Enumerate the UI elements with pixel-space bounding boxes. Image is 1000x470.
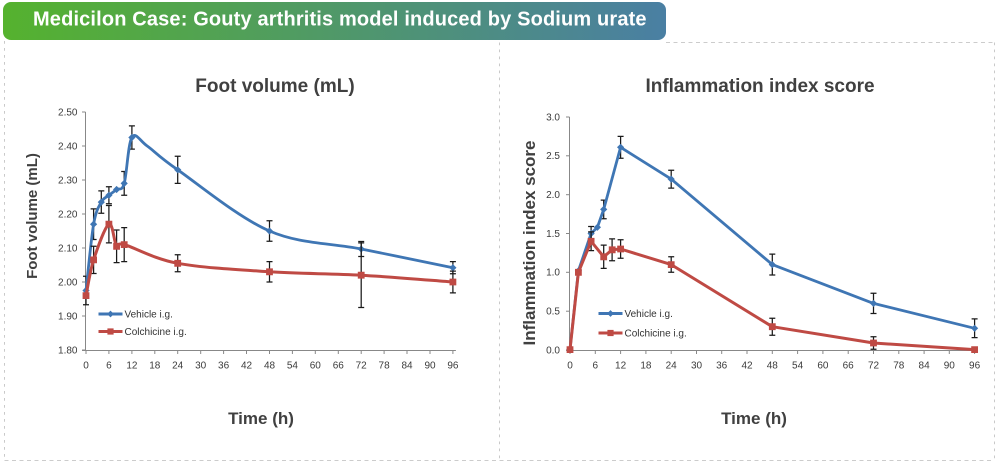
svg-text:1.5: 1.5: [546, 229, 560, 240]
svg-text:66: 66: [333, 361, 345, 372]
svg-text:42: 42: [741, 361, 753, 372]
svg-text:96: 96: [447, 361, 459, 372]
svg-text:2.00: 2.00: [58, 277, 78, 288]
svg-text:Inflammation index score: Inflammation index score: [520, 141, 539, 346]
svg-text:30: 30: [195, 361, 207, 372]
svg-text:54: 54: [792, 361, 804, 372]
svg-text:Inflammation index score: Inflammation index score: [645, 76, 874, 97]
svg-text:1.0: 1.0: [546, 268, 560, 279]
svg-text:96: 96: [969, 361, 981, 372]
svg-text:2.20: 2.20: [58, 209, 78, 220]
svg-text:72: 72: [868, 361, 880, 372]
svg-text:Vehicle i.g.: Vehicle i.g.: [625, 309, 673, 320]
svg-text:3.0: 3.0: [546, 112, 560, 123]
svg-text:60: 60: [310, 361, 322, 372]
svg-text:36: 36: [716, 361, 728, 372]
svg-text:12: 12: [126, 361, 138, 372]
svg-text:1.80: 1.80: [58, 345, 78, 356]
svg-text:78: 78: [893, 361, 905, 372]
svg-text:Time (h): Time (h): [721, 409, 787, 428]
svg-text:12: 12: [615, 361, 627, 372]
svg-text:6: 6: [106, 361, 112, 372]
svg-text:2.40: 2.40: [58, 141, 78, 152]
svg-text:84: 84: [401, 361, 413, 372]
svg-text:24: 24: [666, 361, 678, 372]
svg-text:18: 18: [640, 361, 652, 372]
svg-text:90: 90: [424, 361, 436, 372]
svg-text:0: 0: [567, 361, 573, 372]
svg-text:Foot volume (mL): Foot volume (mL): [195, 76, 354, 97]
svg-text:2.0: 2.0: [546, 190, 560, 201]
svg-text:1.90: 1.90: [58, 311, 78, 322]
svg-text:Time (h): Time (h): [228, 409, 294, 428]
svg-text:6: 6: [593, 361, 599, 372]
svg-text:2.5: 2.5: [546, 151, 560, 162]
svg-text:18: 18: [149, 361, 161, 372]
svg-text:78: 78: [379, 361, 391, 372]
svg-text:Colchicine i.g.: Colchicine i.g.: [625, 329, 687, 340]
svg-text:0.0: 0.0: [546, 345, 560, 356]
svg-text:48: 48: [767, 361, 779, 372]
svg-text:42: 42: [241, 361, 253, 372]
svg-text:72: 72: [356, 361, 368, 372]
svg-text:36: 36: [218, 361, 230, 372]
svg-text:2.50: 2.50: [58, 107, 78, 118]
svg-text:0: 0: [83, 361, 89, 372]
svg-text:Vehicle i.g.: Vehicle i.g.: [125, 310, 173, 321]
svg-text:84: 84: [919, 361, 931, 372]
svg-text:Foot volume (mL): Foot volume (mL): [24, 153, 41, 279]
svg-text:30: 30: [691, 361, 703, 372]
svg-text:24: 24: [172, 361, 184, 372]
svg-text:Medicilon Case: Gouty arthriti: Medicilon Case: Gouty arthritis model in…: [33, 9, 647, 31]
svg-text:90: 90: [944, 361, 956, 372]
svg-text:2.30: 2.30: [58, 175, 78, 186]
svg-text:48: 48: [264, 361, 276, 372]
svg-text:2.10: 2.10: [58, 243, 78, 254]
svg-text:66: 66: [843, 361, 855, 372]
svg-text:60: 60: [817, 361, 829, 372]
svg-text:Colchicine i.g.: Colchicine i.g.: [125, 327, 187, 338]
svg-text:54: 54: [287, 361, 299, 372]
svg-text:0.5: 0.5: [546, 307, 560, 318]
